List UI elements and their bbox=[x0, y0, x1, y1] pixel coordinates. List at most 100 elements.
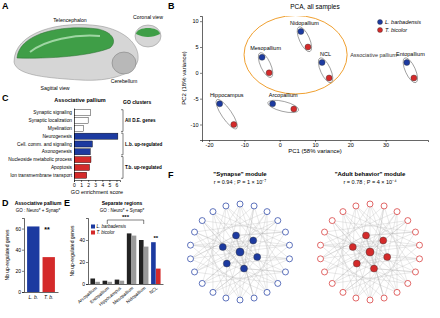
edge bbox=[213, 212, 257, 257]
axis-line bbox=[89, 284, 164, 285]
edge bbox=[202, 206, 226, 283]
panel-letter: E bbox=[64, 198, 70, 208]
tick-label: 6 bbox=[116, 182, 119, 188]
panel-letter: D bbox=[2, 198, 9, 208]
edge bbox=[370, 232, 415, 300]
hub-node bbox=[363, 232, 370, 239]
panel-letter: B bbox=[168, 1, 175, 11]
node bbox=[353, 203, 359, 209]
network: "Synapse" moduler = 0.94 ; P = 1 × 10⁻⁷ bbox=[188, 171, 293, 303]
tick: 5 bbox=[195, 44, 202, 50]
module-title: "Adult behavior" module bbox=[335, 171, 406, 177]
tick-mark bbox=[86, 240, 88, 241]
edge bbox=[343, 212, 387, 257]
node bbox=[275, 218, 281, 224]
region-label: Hippocampus bbox=[210, 92, 244, 98]
label: Coronal view bbox=[133, 14, 163, 20]
node bbox=[405, 280, 411, 286]
tick: Synaptic signaling bbox=[33, 110, 74, 115]
point bbox=[259, 54, 265, 60]
hub-node bbox=[236, 248, 244, 256]
bar bbox=[103, 281, 108, 284]
bar bbox=[139, 240, 144, 284]
edge bbox=[240, 206, 254, 252]
group-label: T.b. up-regulated bbox=[125, 165, 162, 170]
edge bbox=[356, 206, 420, 259]
bar bbox=[144, 247, 149, 284]
edge bbox=[236, 235, 257, 257]
edge bbox=[223, 247, 244, 269]
tick-label: 30 bbox=[383, 142, 389, 148]
edge bbox=[356, 252, 370, 298]
edge bbox=[397, 212, 398, 293]
node bbox=[381, 203, 387, 209]
tick-label: -5 bbox=[194, 96, 199, 102]
tick-mark bbox=[22, 229, 24, 230]
legend-swatch bbox=[378, 20, 383, 25]
tick-label: Neurogenesis bbox=[42, 134, 72, 139]
edge bbox=[332, 221, 415, 232]
edge bbox=[383, 240, 397, 292]
node bbox=[251, 295, 257, 301]
node bbox=[210, 289, 216, 295]
plot-area bbox=[213, 16, 421, 131]
tick: Synaptic localization bbox=[29, 118, 74, 123]
tick-label: 20 bbox=[348, 142, 354, 148]
tick-label: -10 bbox=[191, 122, 199, 128]
edge bbox=[226, 252, 240, 298]
tick-label: 20 bbox=[79, 259, 85, 265]
module-stats: r = 0.78 ; P = 4 × 10⁻⁴ bbox=[343, 179, 397, 185]
bar bbox=[74, 157, 91, 163]
node bbox=[340, 289, 346, 295]
node bbox=[199, 218, 205, 224]
significance: *** bbox=[122, 214, 130, 220]
node bbox=[353, 295, 359, 301]
group-label: L.b. up-regulated bbox=[125, 142, 162, 147]
tick: 20 bbox=[79, 259, 88, 265]
node bbox=[329, 218, 335, 224]
tick: NCL bbox=[149, 284, 159, 295]
hub-node bbox=[219, 243, 226, 250]
subtitle: GO : Neuro* + Synap* bbox=[16, 208, 61, 213]
region-label: Arcopallium bbox=[269, 92, 298, 98]
tick: Neurogenesis bbox=[42, 134, 74, 139]
tick-label: 60 bbox=[15, 226, 21, 232]
edge bbox=[343, 269, 374, 293]
tick: 0 bbox=[279, 140, 282, 148]
point bbox=[326, 75, 332, 81]
tick-label: Synaptic signaling bbox=[33, 110, 72, 115]
tick: T. b. bbox=[44, 292, 54, 300]
axis-title: Nb up-regulated genes bbox=[4, 229, 10, 280]
edge bbox=[226, 245, 290, 298]
node bbox=[329, 280, 335, 286]
axis-title: GO clusters bbox=[123, 99, 152, 105]
tick: 3 bbox=[94, 180, 97, 188]
tick-label: L. b. bbox=[28, 294, 38, 300]
node bbox=[322, 269, 328, 275]
panel-letter: F bbox=[168, 170, 174, 180]
tick-mark bbox=[200, 125, 202, 126]
edge bbox=[353, 247, 397, 292]
edge bbox=[226, 206, 290, 259]
tick: 5 bbox=[108, 180, 111, 188]
axis-title: Nb up-regulated genes bbox=[69, 225, 75, 276]
node bbox=[192, 269, 198, 275]
tick-mark bbox=[22, 271, 24, 272]
bar bbox=[74, 118, 88, 124]
tick-mark bbox=[22, 250, 24, 251]
edge bbox=[202, 221, 240, 252]
hub-node bbox=[349, 243, 356, 250]
bar bbox=[120, 281, 125, 284]
point bbox=[298, 29, 304, 35]
group-label: All D.E. genes bbox=[125, 118, 156, 123]
tick-label: 10 bbox=[192, 18, 198, 24]
tick: Apoptosis bbox=[51, 165, 74, 170]
edge bbox=[240, 252, 267, 292]
hub-node bbox=[233, 232, 240, 239]
edge bbox=[321, 259, 398, 293]
edges bbox=[191, 204, 290, 300]
figure: ABCDEFTelencephalonCerebellumSagittal vi… bbox=[0, 0, 440, 318]
hub-node bbox=[370, 265, 377, 272]
tick-label: 0 bbox=[73, 182, 76, 188]
edge bbox=[195, 240, 254, 271]
